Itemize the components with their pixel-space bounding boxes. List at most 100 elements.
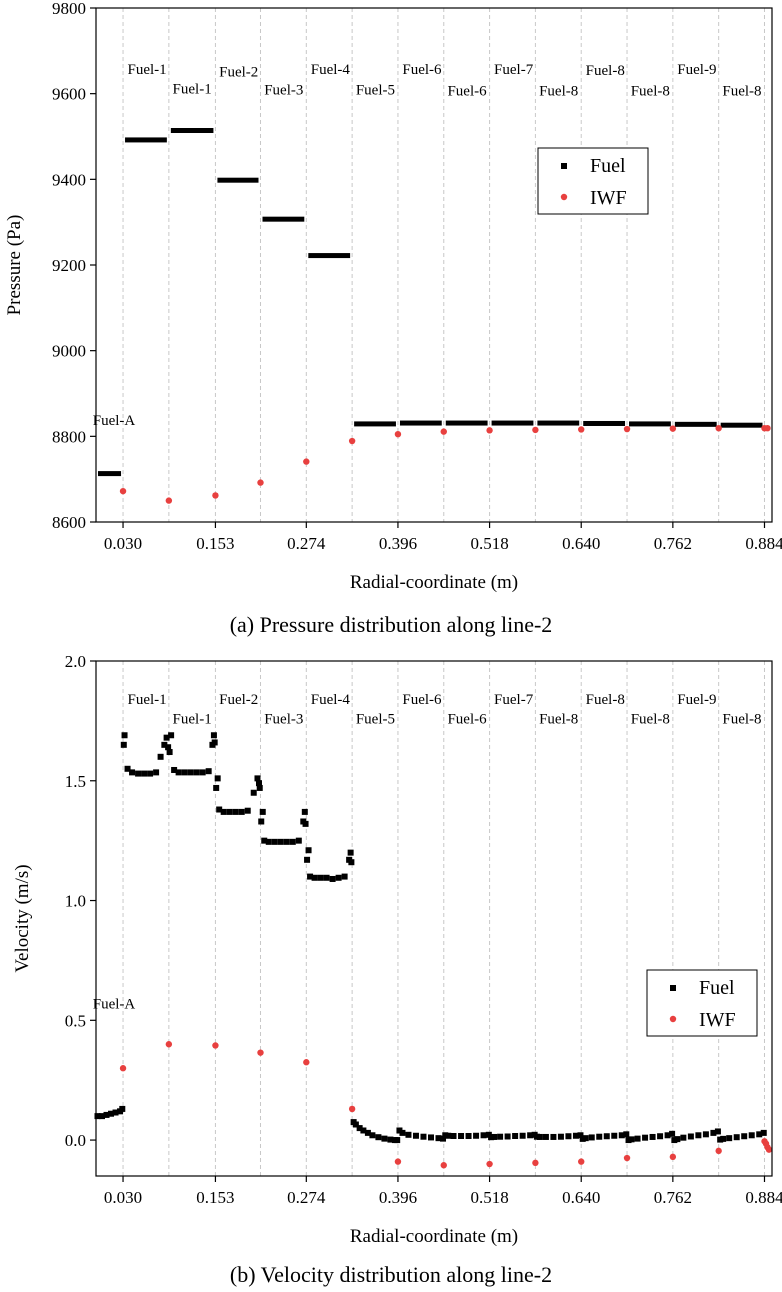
iwf-data-point: [165, 1041, 173, 1048]
iwf-data-point: [623, 1154, 631, 1162]
fuel-data-point: [405, 1131, 412, 1138]
fuel-data-point: [396, 1127, 403, 1134]
fuel-data-point: [497, 1133, 504, 1140]
fuel-data-point: [369, 1132, 376, 1139]
x-tick-label: 0.762: [654, 534, 692, 553]
fuel-data-point: [124, 765, 131, 772]
iwf-data-point: [257, 479, 264, 486]
legend-fuel-marker: [670, 985, 676, 991]
iwf-series: [119, 1041, 773, 1169]
fuel-data-point: [210, 732, 217, 739]
fuel-data-point: [304, 856, 311, 863]
fuel-data-point: [726, 1135, 733, 1142]
region-label: Fuel-8: [586, 63, 625, 79]
fuel-data-point: [579, 1135, 586, 1142]
figure-caption: (b) Velocity distribution along line-2: [230, 1262, 552, 1287]
fuel-data-point: [582, 1135, 589, 1142]
x-tick-label: 0.762: [654, 1188, 692, 1207]
iwf-data-point: [623, 425, 631, 433]
fuel-data-point: [760, 1129, 767, 1136]
fuel-data-point: [399, 1129, 406, 1136]
fuel-data-point: [603, 1133, 610, 1140]
x-tick-label: 0.274: [287, 534, 326, 553]
plot-frame: [95, 660, 773, 1177]
legend-iwf-marker: [669, 1015, 677, 1023]
fuel-data-point: [157, 753, 164, 760]
fuel-data-point: [512, 1132, 519, 1139]
fuel-data-point: [141, 770, 148, 777]
fuel-data-point: [199, 769, 206, 776]
y-tick-label: 0.5: [65, 1011, 86, 1030]
region-label: Fuel-8: [631, 711, 670, 727]
region-label: Fuel-2: [219, 692, 258, 708]
fuel-data-point: [671, 1137, 678, 1144]
fuel-data-point: [642, 1134, 649, 1141]
fuel-data-point: [480, 1132, 487, 1139]
fuel-data-point: [625, 1137, 632, 1144]
figure-caption: (a) Pressure distribution along line-2: [230, 612, 553, 637]
fuel-data-point: [147, 770, 154, 777]
x-tick-label: 0.274: [287, 1188, 326, 1207]
iwf-data-point: [669, 1153, 677, 1161]
region-label: Fuel-5: [356, 711, 395, 727]
fuel-data-point: [720, 1135, 727, 1142]
fuel-data-point: [588, 1134, 595, 1141]
y-tick-label: 0.0: [65, 1131, 86, 1150]
fuel-data-point: [94, 1113, 101, 1120]
y-tick-label: 1.5: [65, 772, 86, 791]
fuel-data-point: [214, 775, 221, 782]
fuel-data-point: [381, 1135, 388, 1142]
fuel-data-point: [271, 838, 278, 845]
iwf-data-point: [165, 497, 173, 504]
fuel-data-point: [181, 769, 188, 776]
x-tick-label: 0.640: [562, 1188, 600, 1207]
fuel-data-point: [283, 838, 290, 845]
fuel-data-point: [255, 780, 262, 787]
fuel-data-point: [519, 1132, 526, 1139]
fuel-data-point: [669, 1130, 676, 1137]
region-label: Fuel-2: [219, 65, 258, 81]
region-label: Fuel-6: [447, 83, 487, 99]
fuel-data-point: [213, 784, 220, 791]
fuel-data-point: [550, 1133, 557, 1140]
fuel-data-point: [687, 1133, 694, 1140]
fuel-data-point: [254, 775, 261, 782]
legend-iwf-marker: [560, 193, 568, 201]
fuel-data-point: [680, 1134, 687, 1141]
fuel-data-point: [360, 1127, 367, 1134]
iwf-data-point: [532, 426, 539, 434]
fuel-data-point: [440, 1135, 447, 1142]
legend-iwf-label: IWF: [590, 187, 627, 209]
fuel-data-segment: [125, 137, 167, 143]
fuel-data-point: [261, 837, 268, 844]
region-label: Fuel-3: [264, 83, 303, 99]
fuel-data-point: [714, 1128, 721, 1135]
x-tick-label: 0.396: [379, 534, 417, 553]
fuel-data-point: [103, 1111, 110, 1118]
fuel-data-point: [216, 806, 223, 813]
fuel-data-point: [611, 1132, 618, 1139]
iwf-data-point: [715, 1147, 722, 1155]
fuel-data-point: [307, 873, 314, 880]
y-tick-label: 9000: [52, 342, 86, 361]
region-labels: Fuel-A Fuel-1 Fuel-1 Fuel-2 Fuel-3 Fuel-4 Fuel…: [93, 692, 762, 1012]
fuel-data-segment: [629, 421, 671, 427]
iwf-data-point: [578, 426, 585, 433]
region-label: Fuel-6: [447, 711, 487, 727]
fuel-data-point: [748, 1132, 755, 1139]
fuel-data-point: [347, 849, 354, 856]
y-tick-label: 8800: [52, 427, 86, 446]
fuel-data-segment: [537, 420, 580, 426]
fuel-data-point: [741, 1133, 748, 1140]
region-label: Fuel-4: [311, 692, 351, 708]
fuel-data-point: [733, 1134, 740, 1141]
y-tick-label: 8600: [52, 513, 86, 532]
iwf-data-point: [257, 1049, 264, 1056]
region-label: Fuel-7: [494, 692, 534, 708]
iwf-data-point: [532, 1159, 539, 1167]
fuel-data-point: [301, 808, 308, 815]
iwf-data-point: [394, 1158, 402, 1165]
fuel-data-point: [112, 1109, 119, 1116]
fuel-data-point: [356, 1125, 363, 1132]
